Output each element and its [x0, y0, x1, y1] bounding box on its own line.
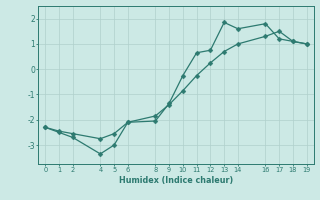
X-axis label: Humidex (Indice chaleur): Humidex (Indice chaleur)	[119, 176, 233, 185]
